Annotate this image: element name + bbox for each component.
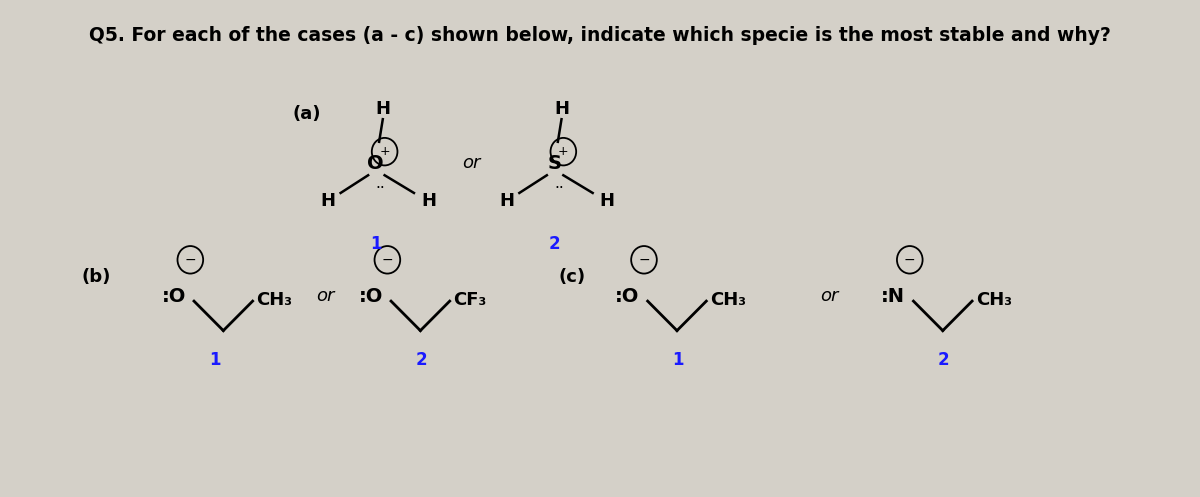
Text: H: H	[376, 100, 390, 118]
Text: or: or	[820, 287, 839, 305]
Text: −: −	[638, 253, 650, 267]
Text: ..: ..	[376, 175, 385, 191]
Text: :O: :O	[616, 287, 640, 306]
Text: H: H	[554, 100, 569, 118]
Text: CH₃: CH₃	[976, 291, 1012, 309]
Text: :O: :O	[162, 287, 186, 306]
Text: H: H	[421, 192, 436, 210]
Text: :O: :O	[359, 287, 383, 306]
Text: S: S	[547, 154, 562, 173]
Text: ..: ..	[554, 175, 564, 191]
Text: 1: 1	[370, 235, 382, 253]
Text: H: H	[499, 192, 514, 210]
Text: (b): (b)	[82, 267, 110, 285]
Text: or: or	[316, 287, 335, 305]
Text: +: +	[558, 145, 569, 158]
Text: 2: 2	[938, 351, 949, 369]
Text: (a): (a)	[293, 105, 320, 123]
Text: CF₃: CF₃	[454, 291, 487, 309]
Text: H: H	[600, 192, 614, 210]
Text: 1: 1	[672, 351, 684, 369]
Text: O: O	[367, 154, 384, 173]
Text: −: −	[382, 253, 394, 267]
Text: +: +	[379, 145, 390, 158]
Text: CH₃: CH₃	[257, 291, 293, 309]
Text: (c): (c)	[559, 267, 586, 285]
Text: :N: :N	[881, 287, 905, 306]
Text: 1: 1	[209, 351, 221, 369]
Text: 2: 2	[548, 235, 560, 253]
Text: Q5. For each of the cases (a - c) shown below, indicate which specie is the most: Q5. For each of the cases (a - c) shown …	[89, 26, 1111, 45]
Text: −: −	[904, 253, 916, 267]
Text: or: or	[462, 155, 481, 172]
Text: H: H	[320, 192, 335, 210]
Text: 2: 2	[415, 351, 427, 369]
Text: −: −	[185, 253, 196, 267]
Text: CH₃: CH₃	[710, 291, 746, 309]
